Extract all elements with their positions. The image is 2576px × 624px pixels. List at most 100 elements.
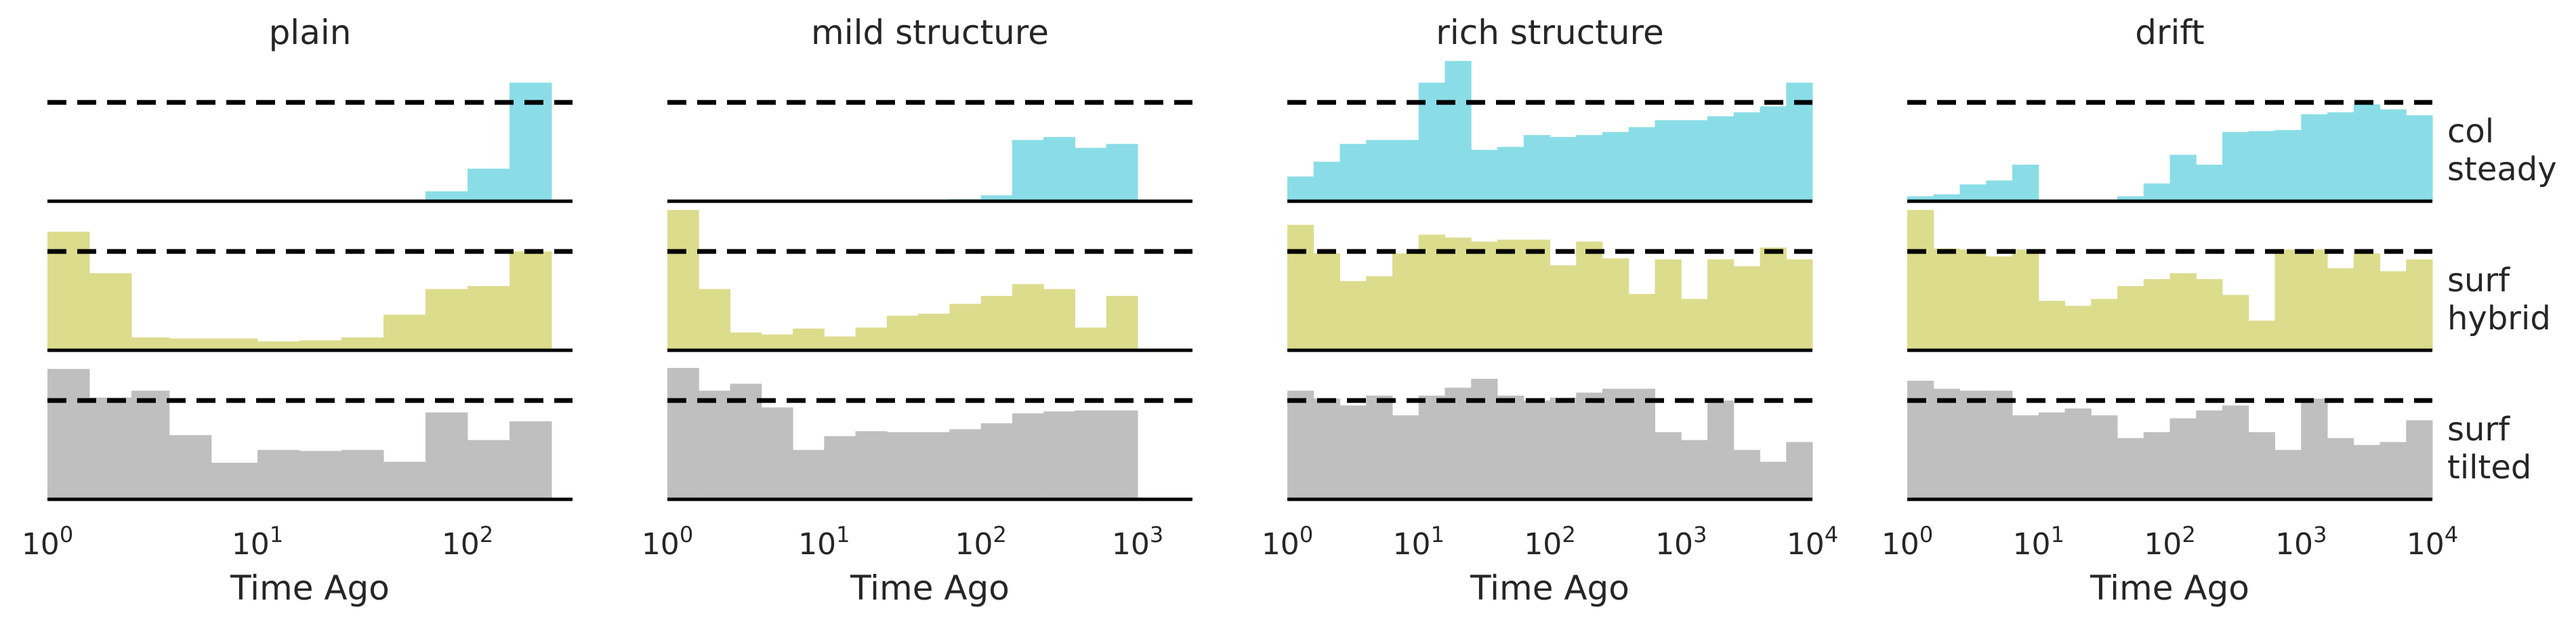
bar [2406, 420, 2433, 499]
bar [1445, 388, 1472, 499]
bar [1933, 388, 1960, 499]
bar [1471, 241, 1498, 350]
tick-base: 10 [1524, 527, 1562, 562]
tick-base: 10 [798, 527, 836, 562]
row-label: tilted [2447, 449, 2531, 486]
bar [2012, 249, 2039, 350]
bar [89, 397, 132, 499]
tick-base: 10 [2013, 527, 2051, 562]
bar [2222, 405, 2249, 499]
bar [1523, 239, 1550, 350]
bar [341, 337, 384, 350]
bar [1497, 395, 1524, 499]
tick-base: 10 [2144, 527, 2182, 562]
bar [2406, 259, 2433, 350]
x-tick-label: 101 [798, 522, 850, 562]
tick-exponent: 2 [1562, 522, 1575, 547]
bar [2064, 306, 2092, 350]
panel-title: rich structure [1436, 13, 1663, 52]
row-surf-hybrid [1907, 209, 2433, 352]
bar [1106, 295, 1138, 350]
bar [2012, 415, 2039, 499]
bar [2353, 104, 2380, 201]
x-tick-label: 101 [1393, 522, 1445, 562]
bar [1986, 256, 2013, 350]
bar [2169, 273, 2197, 350]
bar [2274, 450, 2302, 499]
bar [1707, 116, 1734, 201]
x-tick-label: 103 [1655, 522, 1707, 562]
bar [1655, 120, 1682, 201]
bar [1445, 60, 1472, 202]
tick-exponent: 0 [1919, 522, 1933, 547]
bar [1576, 241, 1603, 350]
bar [1366, 276, 1393, 350]
bar [1471, 150, 1498, 201]
x-tick-label: 101 [232, 522, 283, 562]
tick-base: 10 [1882, 527, 1919, 562]
bar [2012, 165, 2039, 201]
row-surf-hybrid [47, 232, 573, 352]
x-axis-label: Time Ago [850, 568, 1010, 608]
bar [1366, 395, 1393, 499]
bar [425, 289, 468, 350]
bar [1760, 247, 1787, 350]
x-tick-label: 100 [1882, 522, 1933, 562]
tick-base: 10 [22, 527, 60, 562]
panel-title: drift [2135, 13, 2205, 52]
x-tick-label: 100 [22, 522, 73, 562]
bar [2117, 196, 2144, 201]
bar [793, 328, 825, 350]
row-surf-tilted [1287, 379, 1813, 501]
bar [1959, 390, 1987, 499]
bar [257, 450, 300, 499]
bar [824, 436, 856, 499]
x-tick-label: 100 [642, 522, 693, 562]
bar [918, 314, 950, 350]
bar [2380, 271, 2407, 350]
bar [2222, 295, 2249, 350]
bar [2301, 249, 2328, 350]
row-surf-hybrid [1287, 224, 1813, 352]
bar [2091, 299, 2118, 350]
bar [2143, 183, 2170, 201]
bar [2038, 412, 2065, 499]
bar [2143, 279, 2170, 350]
bar [2353, 253, 2380, 350]
bar [1043, 289, 1075, 350]
bar [1471, 379, 1498, 499]
row-label: hybrid [2447, 299, 2551, 337]
bar [1655, 432, 1682, 499]
bar [1602, 131, 1629, 201]
bar [1106, 144, 1138, 201]
bar [1418, 234, 1445, 350]
tick-exponent: 3 [2313, 522, 2327, 547]
bar [1681, 120, 1708, 201]
bar [510, 251, 552, 350]
bar [1959, 249, 1987, 350]
tick-base: 10 [1655, 527, 1693, 562]
bar [761, 334, 793, 350]
bar [1339, 144, 1367, 201]
bar [1986, 390, 2013, 499]
bar [1576, 135, 1603, 201]
bar [855, 431, 888, 499]
bar [1907, 196, 1934, 201]
bar [257, 341, 300, 350]
bar [2301, 398, 2328, 499]
bar [425, 412, 468, 499]
tick-base: 10 [1112, 527, 1150, 562]
tick-exponent: 1 [2051, 522, 2064, 547]
bar [1602, 258, 1629, 350]
row-col-steady [1907, 100, 2433, 203]
bar [730, 332, 762, 350]
bar [918, 432, 950, 499]
bar [1786, 442, 1813, 499]
bar [980, 423, 1013, 499]
bar [886, 432, 919, 499]
row-surf-tilted [667, 368, 1192, 501]
tick-base: 10 [232, 527, 270, 562]
bar [1523, 400, 1550, 499]
bar [1418, 395, 1445, 499]
